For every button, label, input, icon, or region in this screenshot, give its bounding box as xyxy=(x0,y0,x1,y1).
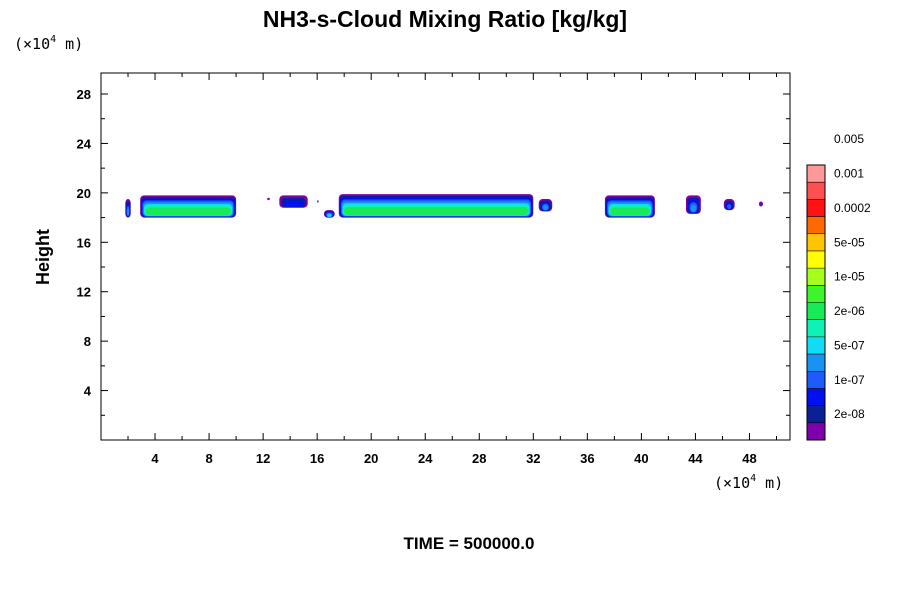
colorbar-swatch xyxy=(807,233,825,251)
y-tick-label: 24 xyxy=(77,136,92,151)
colorbar-swatch xyxy=(807,302,825,320)
colorbar-swatch xyxy=(807,336,825,355)
x-tick-label: 8 xyxy=(205,451,212,466)
y-tick-label: 8 xyxy=(84,334,91,349)
x-unit-label: (×104 m) xyxy=(714,473,783,492)
contour-band xyxy=(610,207,650,216)
plot-frame xyxy=(100,72,791,441)
y-axis-label: Height xyxy=(33,229,53,285)
contour-band xyxy=(267,197,270,201)
contour-band xyxy=(727,204,732,210)
y-unit-label: (×104 m) xyxy=(14,34,83,53)
cloud-region xyxy=(323,210,335,218)
colorbar-swatch xyxy=(807,165,825,183)
x-tick-label: 16 xyxy=(310,451,324,466)
y-tick-label: 4 xyxy=(84,384,92,399)
y-tick-label: 28 xyxy=(77,87,91,102)
colorbar-label: 5e-07 xyxy=(834,338,865,352)
contour-band xyxy=(344,206,529,216)
cloud-region xyxy=(723,199,735,211)
cloud-region xyxy=(604,195,655,218)
colorbar: 2e-08 1e-07 5e-07 2e-06 1e-05 5e-05 0.0002 0.00… xyxy=(806,132,871,441)
colorbar-label: 2e-08 xyxy=(834,407,865,421)
contour-band xyxy=(327,213,332,217)
colorbar-label: 2e-06 xyxy=(834,304,865,318)
contour-band xyxy=(145,207,231,216)
x-tick-label: 24 xyxy=(418,451,433,466)
colorbar-label: 0.005 xyxy=(834,132,864,146)
x-tick-label: 28 xyxy=(472,451,486,466)
y-tick-label: 16 xyxy=(77,235,91,250)
x-tick-label: 4 xyxy=(151,451,159,466)
contour-band xyxy=(283,200,304,207)
colorbar-label: 0.0002 xyxy=(834,201,871,215)
time-footer: TIME = 500000.0 xyxy=(404,534,535,553)
x-tick-label: 36 xyxy=(580,451,594,466)
colorbar-swatch xyxy=(807,285,825,303)
x-tick-label: 32 xyxy=(526,451,540,466)
colorbar-swatch xyxy=(807,405,825,423)
colorbar-swatch xyxy=(807,388,825,406)
colorbar-swatch xyxy=(807,216,825,234)
x-tick-label: 20 xyxy=(364,451,378,466)
contour-band xyxy=(317,200,319,203)
chart-title: NH3-s-Cloud Mixing Ratio [kg/kg] xyxy=(263,6,627,32)
colorbar-label: 0.001 xyxy=(834,167,864,181)
colorbar-label: 1e-07 xyxy=(834,373,865,387)
x-tick-label: 12 xyxy=(256,451,270,466)
colorbar-swatch xyxy=(807,268,825,286)
x-tick-label: 48 xyxy=(742,451,756,466)
cloud-region xyxy=(538,199,553,212)
cloud-region xyxy=(125,199,131,218)
plot-area xyxy=(125,194,763,218)
y-tick-label: 12 xyxy=(77,285,91,300)
cloud-region xyxy=(140,195,237,218)
cloud-region xyxy=(267,197,270,201)
colorbar-swatch xyxy=(807,319,825,337)
colorbar-swatch xyxy=(807,371,825,389)
cloud-region xyxy=(279,195,308,208)
colorbar-label: 1e-05 xyxy=(834,270,865,284)
colorbar-label: 5e-05 xyxy=(834,235,865,249)
contour-band xyxy=(758,201,763,207)
contour-band xyxy=(690,204,697,213)
colorbar-swatch xyxy=(807,182,825,200)
contour-band xyxy=(543,205,548,211)
contour-band xyxy=(127,208,129,216)
colorbar-swatch xyxy=(807,422,825,440)
cloud-region xyxy=(317,200,319,203)
colorbar-swatch xyxy=(807,250,825,269)
colorbar-swatch xyxy=(807,354,825,372)
x-tick-label: 44 xyxy=(688,451,703,466)
y-tick-label: 20 xyxy=(77,186,91,201)
cloud-region xyxy=(685,195,701,214)
cloud-region xyxy=(758,201,763,207)
colorbar-swatch xyxy=(807,199,825,217)
cloud-region xyxy=(338,194,534,218)
x-tick-label: 40 xyxy=(634,451,648,466)
